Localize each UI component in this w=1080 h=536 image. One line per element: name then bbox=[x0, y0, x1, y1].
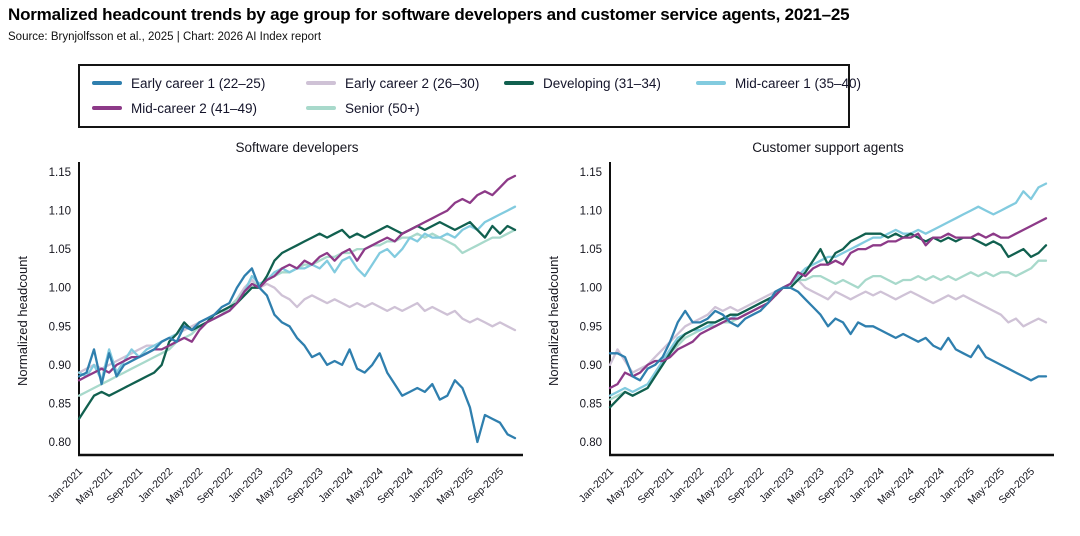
charts-row: Software developers Normalized headcount 1… bbox=[0, 136, 1080, 536]
series-line-early-career-2-26-30 bbox=[77, 278, 517, 374]
svg-text:0.80: 0.80 bbox=[49, 437, 71, 449]
svg-text:0.95: 0.95 bbox=[580, 321, 602, 333]
chart-title: Software developers bbox=[235, 140, 358, 155]
svg-text:0.90: 0.90 bbox=[580, 360, 602, 372]
svg-text:1.05: 1.05 bbox=[580, 244, 602, 256]
legend: Early career 1 (22–25) Early career 2 (2… bbox=[78, 64, 861, 128]
legend-item-early-career-2: Early career 2 (26–30) bbox=[306, 74, 504, 92]
svg-text:0.80: 0.80 bbox=[580, 437, 602, 449]
legend-swatch-icon bbox=[92, 106, 122, 110]
series-line-mid-career-1-35-40 bbox=[608, 182, 1048, 397]
page-title: Normalized headcount trends by age group… bbox=[8, 5, 850, 24]
legend-item-mid-career-2: Mid-career 2 (41–49) bbox=[92, 99, 306, 117]
legend-swatch-icon bbox=[504, 81, 534, 85]
series-line-early-career-2-26-30 bbox=[608, 278, 1048, 374]
series-line-early-career-1-22-25 bbox=[608, 286, 1048, 382]
legend-label: Mid-career 2 (41–49) bbox=[131, 100, 258, 116]
legend-item-developing: Developing (31–34) bbox=[504, 74, 696, 92]
svg-text:0.85: 0.85 bbox=[49, 398, 71, 410]
y-axis-ticks: 1.15 1.10 1.05 1.00 0.95 0.90 0.85 0.80 bbox=[580, 167, 602, 449]
legend-swatch-icon bbox=[306, 81, 336, 85]
svg-text:0.85: 0.85 bbox=[580, 398, 602, 410]
legend-label: Early career 1 (22–25) bbox=[131, 75, 266, 91]
svg-text:1.00: 1.00 bbox=[49, 283, 71, 295]
y-axis-ticks: 1.15 1.10 1.05 1.00 0.95 0.90 0.85 0.80 bbox=[49, 167, 71, 449]
series-line-early-career-1-22-25 bbox=[77, 267, 517, 444]
plot-canvas: Software developers Normalized headcount 1… bbox=[15, 140, 523, 508]
source-line: Source: Brynjolfsson et al., 2025 | Char… bbox=[8, 31, 322, 43]
legend-item-early-career-1: Early career 1 (22–25) bbox=[92, 74, 306, 92]
legend-swatch-icon bbox=[696, 81, 726, 85]
legend-swatch-icon bbox=[92, 81, 122, 85]
plot-canvas: Customer support agents Normalized headco… bbox=[546, 140, 1054, 508]
x-axis-ticks: Jan-2021May-2021Sep-2021Jan-2022May-2022… bbox=[46, 466, 507, 508]
svg-text:0.95: 0.95 bbox=[49, 321, 71, 333]
svg-text:1.15: 1.15 bbox=[580, 167, 602, 179]
chart-customer-support-agents: Customer support agents Normalized headco… bbox=[546, 136, 1058, 536]
y-axis-label: Normalized headcount bbox=[15, 256, 30, 386]
svg-text:1.10: 1.10 bbox=[580, 206, 602, 218]
svg-text:1.05: 1.05 bbox=[49, 244, 71, 256]
series-line-developing-31-34 bbox=[608, 232, 1048, 409]
svg-text:1.10: 1.10 bbox=[49, 206, 71, 218]
svg-text:0.90: 0.90 bbox=[49, 360, 71, 372]
legend-label: Mid-career 1 (35–40) bbox=[735, 75, 862, 91]
x-axis-ticks: Jan-2021May-2021Sep-2021Jan-2022May-2022… bbox=[577, 466, 1038, 508]
series-line-mid-career-2-41-49 bbox=[77, 174, 517, 382]
series-line-senior-50 bbox=[608, 259, 1048, 401]
series-line-mid-career-2-41-49 bbox=[608, 217, 1048, 390]
legend-label: Early career 2 (26–30) bbox=[345, 75, 480, 91]
legend-label: Developing (31–34) bbox=[543, 75, 661, 91]
legend-swatch-icon bbox=[306, 106, 336, 110]
svg-text:1.15: 1.15 bbox=[49, 167, 71, 179]
legend-label: Senior (50+) bbox=[345, 100, 420, 116]
svg-text:1.00: 1.00 bbox=[580, 283, 602, 295]
chart-software-developers: Software developers Normalized headcount 1… bbox=[15, 136, 527, 536]
series-line-developing-31-34 bbox=[77, 220, 517, 421]
y-axis-label: Normalized headcount bbox=[546, 256, 561, 386]
legend-item-senior: Senior (50+) bbox=[306, 99, 504, 117]
legend-item-mid-career-1: Mid-career 1 (35–40) bbox=[696, 74, 861, 92]
chart-title: Customer support agents bbox=[752, 140, 904, 155]
